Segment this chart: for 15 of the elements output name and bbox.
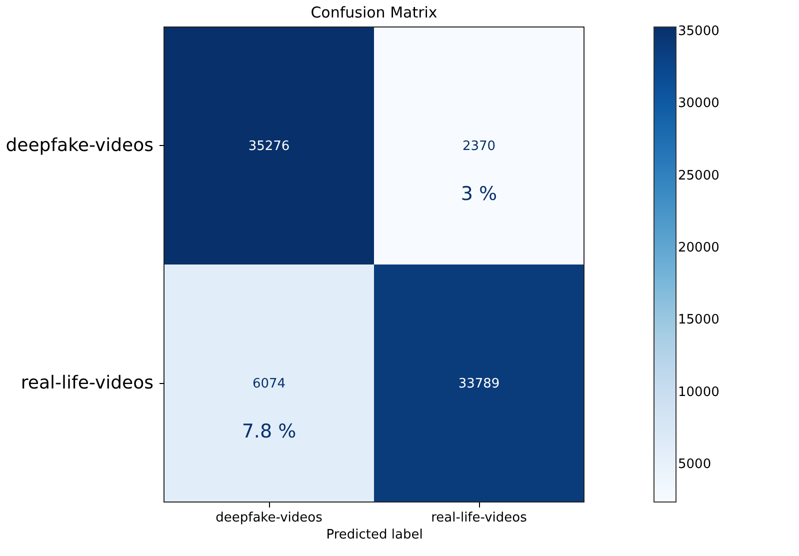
color-bar-label: 20000 bbox=[678, 240, 720, 256]
data-label: 6074 bbox=[252, 376, 286, 392]
annotation: 3 % bbox=[460, 182, 498, 205]
color-bar-label: 35000 bbox=[678, 24, 720, 39]
data-label: 33789 bbox=[458, 376, 500, 392]
chart-title: Confusion Matrix bbox=[310, 4, 438, 22]
color-bar-label: 15000 bbox=[678, 312, 720, 328]
x-axis-title: Predicted label bbox=[326, 528, 423, 542]
color-bar-label: 30000 bbox=[678, 96, 720, 112]
color-bar-label: 25000 bbox=[678, 168, 720, 184]
color-bar-label: 5000 bbox=[678, 457, 712, 472]
color-bar-label: 10000 bbox=[678, 384, 720, 400]
data-label: 35276 bbox=[248, 138, 290, 154]
annotation: 7.8 % bbox=[242, 420, 296, 442]
data-label: 2370 bbox=[462, 138, 496, 154]
